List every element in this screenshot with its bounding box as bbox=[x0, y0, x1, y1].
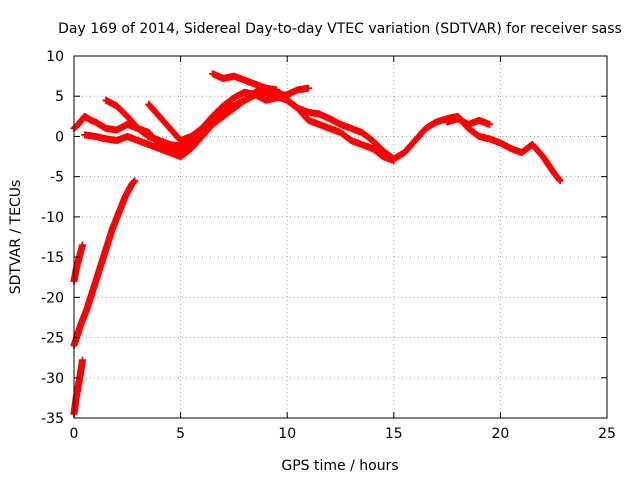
x-axis: 0 5 10 15 20 25 bbox=[70, 56, 616, 442]
y-tick-label: 5 bbox=[55, 89, 64, 105]
x-axis-label: GPS time / hours bbox=[281, 458, 398, 474]
y-tick-label: -20 bbox=[41, 290, 64, 306]
x-tick-label: 0 bbox=[70, 426, 79, 442]
y-axis-label: SDTVAR / TECUs bbox=[8, 180, 24, 295]
y-tick-label: -30 bbox=[41, 371, 64, 387]
x-tick-label: 5 bbox=[176, 426, 185, 442]
y-tick-label: -35 bbox=[41, 411, 64, 427]
data-point bbox=[273, 86, 281, 94]
data-point bbox=[131, 177, 139, 185]
data-point bbox=[79, 356, 87, 364]
series-arc-c bbox=[70, 356, 87, 418]
x-tick-label: 15 bbox=[385, 426, 403, 442]
x-tick-label: 25 bbox=[598, 426, 616, 442]
data-point bbox=[486, 120, 494, 128]
y-tick-label: -10 bbox=[41, 210, 64, 226]
data-points bbox=[70, 70, 564, 418]
series-arc-b bbox=[70, 177, 139, 350]
data-point bbox=[556, 177, 564, 185]
data-point bbox=[79, 241, 87, 249]
x-tick-label: 10 bbox=[278, 426, 296, 442]
chart-title: Day 169 of 2014, Sidereal Day-to-day VTE… bbox=[58, 21, 622, 37]
y-axis: -35 -30 -25 -20 -15 -10 -5 0 5 10 bbox=[41, 49, 607, 427]
y-tick-label: -15 bbox=[41, 250, 64, 266]
series-arc-h bbox=[209, 70, 281, 94]
y-tick-label: 10 bbox=[46, 49, 64, 65]
grid-lines bbox=[74, 56, 607, 418]
y-tick-label: -5 bbox=[50, 170, 64, 186]
y-tick-label: 0 bbox=[55, 129, 64, 145]
data-point bbox=[283, 92, 291, 100]
series-arc-a bbox=[70, 241, 87, 285]
series-arc-i bbox=[443, 115, 494, 128]
series-arc-e bbox=[81, 86, 398, 165]
data-point bbox=[305, 84, 313, 92]
data-point bbox=[390, 157, 398, 165]
plot-frame bbox=[73, 55, 608, 419]
y-tick-label: -25 bbox=[41, 331, 64, 347]
x-tick-label: 20 bbox=[491, 426, 509, 442]
